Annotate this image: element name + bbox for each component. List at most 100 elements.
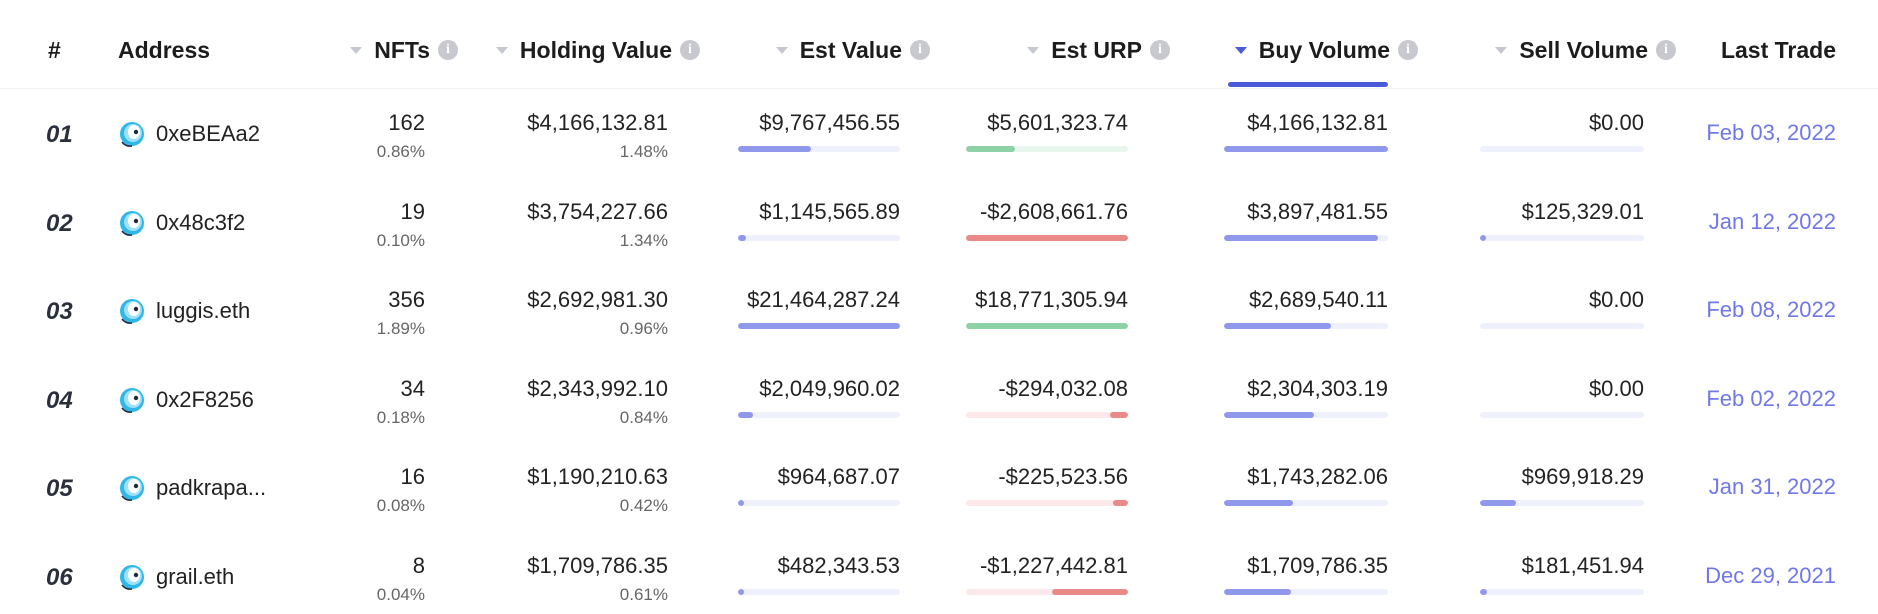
address-cell[interactable]: 0x2F8256	[118, 386, 254, 414]
holding-value: $2,692,981.30	[527, 287, 668, 312]
info-icon[interactable]: i	[910, 40, 930, 60]
est-urp: -$2,608,661.76	[979, 199, 1128, 224]
est-value-bar	[738, 412, 900, 418]
buy-volume-bar-fill	[1224, 146, 1388, 152]
row-rank: 03	[46, 298, 73, 325]
est-value-bar-fill	[738, 146, 811, 152]
row-rank: 05	[46, 475, 73, 502]
holding-value: $4,166,132.81	[527, 110, 668, 135]
est-value: $1,145,565.89	[759, 199, 900, 224]
est-urp: -$225,523.56	[998, 464, 1128, 489]
nfts-count: 356	[388, 287, 425, 312]
est-value: $21,464,287.24	[747, 287, 900, 312]
buy-volume-bar-fill	[1224, 500, 1293, 506]
address-cell[interactable]: 0x48c3f2	[118, 209, 245, 237]
est-value: $482,343.53	[777, 553, 900, 578]
holding-value: $1,190,210.63	[527, 464, 668, 489]
address-link[interactable]: luggis.eth	[156, 298, 251, 323]
est-value-bar-fill	[738, 323, 900, 329]
header-buy-volume[interactable]: Buy Volume i	[1210, 34, 1418, 66]
buy-volume-bar	[1224, 500, 1388, 506]
nfts-count: 19	[400, 199, 425, 224]
nfts-percent: 0.04%	[376, 585, 425, 604]
address-cell[interactable]: luggis.eth	[118, 297, 250, 325]
last-trade-date[interactable]: Feb 03, 2022	[1706, 120, 1836, 145]
row-rank: 04	[46, 387, 73, 414]
buy-volume: $3,897,481.55	[1247, 199, 1388, 224]
row-rank: 06	[46, 564, 73, 591]
buy-volume-bar	[1224, 235, 1388, 241]
buy-volume: $2,304,303.19	[1247, 376, 1388, 401]
info-icon[interactable]: i	[1150, 40, 1170, 60]
info-icon[interactable]: i	[1656, 40, 1676, 60]
est-value-bar	[738, 589, 900, 595]
info-icon[interactable]: i	[680, 40, 700, 60]
est-urp: -$294,032.08	[998, 376, 1128, 401]
est-urp-bar-fill	[1051, 589, 1128, 595]
holding-value: $2,343,992.10	[527, 376, 668, 401]
est-value-bar	[738, 235, 900, 241]
buy-volume-bar	[1224, 412, 1388, 418]
est-urp-bar-fill	[1110, 412, 1128, 418]
holding-value: $3,754,227.66	[527, 199, 668, 224]
address-link[interactable]: grail.eth	[156, 564, 235, 589]
header-nfts[interactable]: NFTs i	[330, 34, 458, 66]
buy-volume-bar	[1224, 146, 1388, 152]
holding-percent: 0.61%	[619, 585, 668, 604]
nfts-percent: 0.10%	[376, 231, 425, 250]
address-cell[interactable]: 0xeBEAa2	[118, 120, 260, 148]
est-urp-bar	[966, 589, 1128, 595]
last-trade-date[interactable]: Jan 31, 2022	[1708, 474, 1836, 499]
buy-volume-bar-fill	[1224, 589, 1292, 595]
est-urp-bar	[966, 235, 1128, 241]
header-rank: #	[48, 34, 78, 66]
est-urp-bar	[966, 146, 1128, 152]
est-urp: $5,601,323.74	[987, 110, 1128, 135]
last-trade-date[interactable]: Feb 08, 2022	[1706, 297, 1836, 322]
sell-volume-bar	[1480, 500, 1644, 506]
address-cell[interactable]: grail.eth	[118, 563, 234, 591]
buy-volume-bar	[1224, 589, 1388, 595]
address-link[interactable]: 0xeBEAa2	[156, 121, 260, 146]
last-trade-date[interactable]: Feb 02, 2022	[1706, 386, 1836, 411]
sell-volume-bar	[1480, 146, 1644, 152]
header-sell-volume[interactable]: Sell Volume i	[1460, 34, 1676, 66]
last-trade-date[interactable]: Dec 29, 2021	[1705, 563, 1836, 588]
holding-percent: 0.96%	[619, 319, 668, 338]
address-link[interactable]: 0x2F8256	[156, 387, 254, 412]
address-cell[interactable]: padkrapa...	[118, 474, 266, 502]
est-urp-bar	[966, 323, 1128, 329]
address-link[interactable]: 0x48c3f2	[156, 210, 246, 235]
header-buy-volume-label: Buy Volume	[1258, 36, 1390, 63]
row-rank: 01	[46, 121, 73, 148]
header-divider	[0, 88, 1878, 89]
nfts-percent: 0.08%	[376, 496, 425, 515]
avatar-icon	[120, 122, 144, 147]
sort-caret-icon	[775, 46, 788, 54]
nfts-count: 16	[400, 464, 425, 489]
info-icon[interactable]: i	[1398, 40, 1418, 60]
nfts-percent: 0.18%	[376, 408, 425, 427]
last-trade-date[interactable]: Jan 12, 2022	[1708, 209, 1836, 234]
header-rank-label: #	[48, 36, 61, 63]
header-est-urp-label: Est URP	[1051, 36, 1142, 63]
est-value: $2,049,960.02	[759, 376, 900, 401]
nfts-percent: 1.89%	[376, 319, 425, 338]
est-urp-bar-fill	[966, 323, 1128, 329]
nfts-count: 8	[412, 553, 425, 578]
est-value-bar-fill	[738, 500, 745, 506]
header-holding-value[interactable]: Holding Value i	[470, 34, 700, 66]
buy-volume: $1,709,786.35	[1247, 553, 1388, 578]
avatar-icon	[120, 299, 144, 324]
nfts-count: 34	[400, 376, 425, 401]
header-est-value[interactable]: Est Value i	[740, 34, 930, 66]
est-value-bar-fill	[738, 589, 744, 595]
header-last-trade[interactable]: Last Trade	[1700, 34, 1836, 66]
address-link[interactable]: padkrapa...	[156, 475, 267, 500]
header-est-urp[interactable]: Est URP i	[1000, 34, 1170, 66]
active-sort-underline	[1228, 82, 1388, 87]
sell-volume: $0.00	[1588, 287, 1644, 312]
info-icon[interactable]: i	[438, 40, 458, 60]
est-value-bar	[738, 323, 900, 329]
header-nfts-label: NFTs	[374, 36, 430, 63]
